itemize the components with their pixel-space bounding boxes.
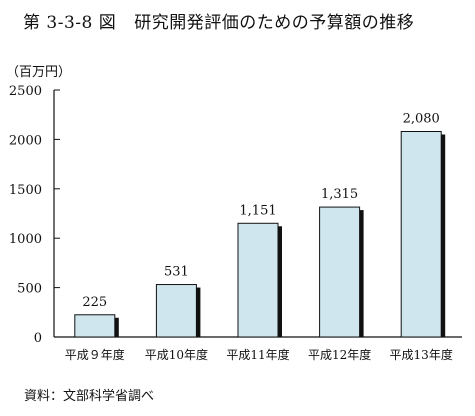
- bar: [400, 130, 442, 338]
- y-tick-label: 0: [34, 331, 42, 346]
- x-axis-labels: 平成９年度 平成10年度 平成11年度 平成12年度 平成13年度: [65, 347, 453, 362]
- y-tick-label: 2000: [9, 133, 42, 148]
- x-category-label: 平成９年度: [65, 347, 125, 362]
- x-category-label: 平成11年度: [226, 347, 289, 362]
- x-category-label: 平成10年度: [145, 347, 208, 362]
- figure-title-text: 研究開発評価のための予算額の推移: [134, 13, 415, 33]
- bar: [155, 284, 197, 338]
- bar-value-label: 2,080: [403, 111, 440, 126]
- bar: [319, 206, 361, 338]
- bar-value-label: 1,315: [321, 187, 358, 202]
- figure-number: 第 3-3-8 図: [23, 13, 117, 33]
- bar-value-label: 531: [164, 265, 189, 280]
- bar: [74, 314, 116, 338]
- x-category-label: 平成13年度: [390, 347, 453, 362]
- source-note: 資料：文部科学省調べ: [24, 389, 155, 404]
- y-tick-label: 1500: [9, 183, 42, 198]
- bar-value-label: 1,151: [239, 203, 276, 218]
- y-tick-label: 500: [17, 282, 42, 297]
- bar-value-label: 225: [82, 295, 107, 310]
- y-tick-label: 2500: [9, 84, 42, 99]
- x-category-label: 平成12年度: [308, 347, 371, 362]
- y-axis-unit-label: （百万円）: [6, 65, 71, 80]
- y-tick-label: 1000: [9, 232, 42, 247]
- y-axis-ticks: 0 500 1000 1500 2000 2500: [9, 84, 60, 346]
- bars: 225 531 1,151 1,315 2,080: [74, 111, 446, 338]
- bar: [237, 222, 279, 338]
- figure-title: 第 3-3-8 図研究開発評価のための予算額の推移: [23, 8, 414, 33]
